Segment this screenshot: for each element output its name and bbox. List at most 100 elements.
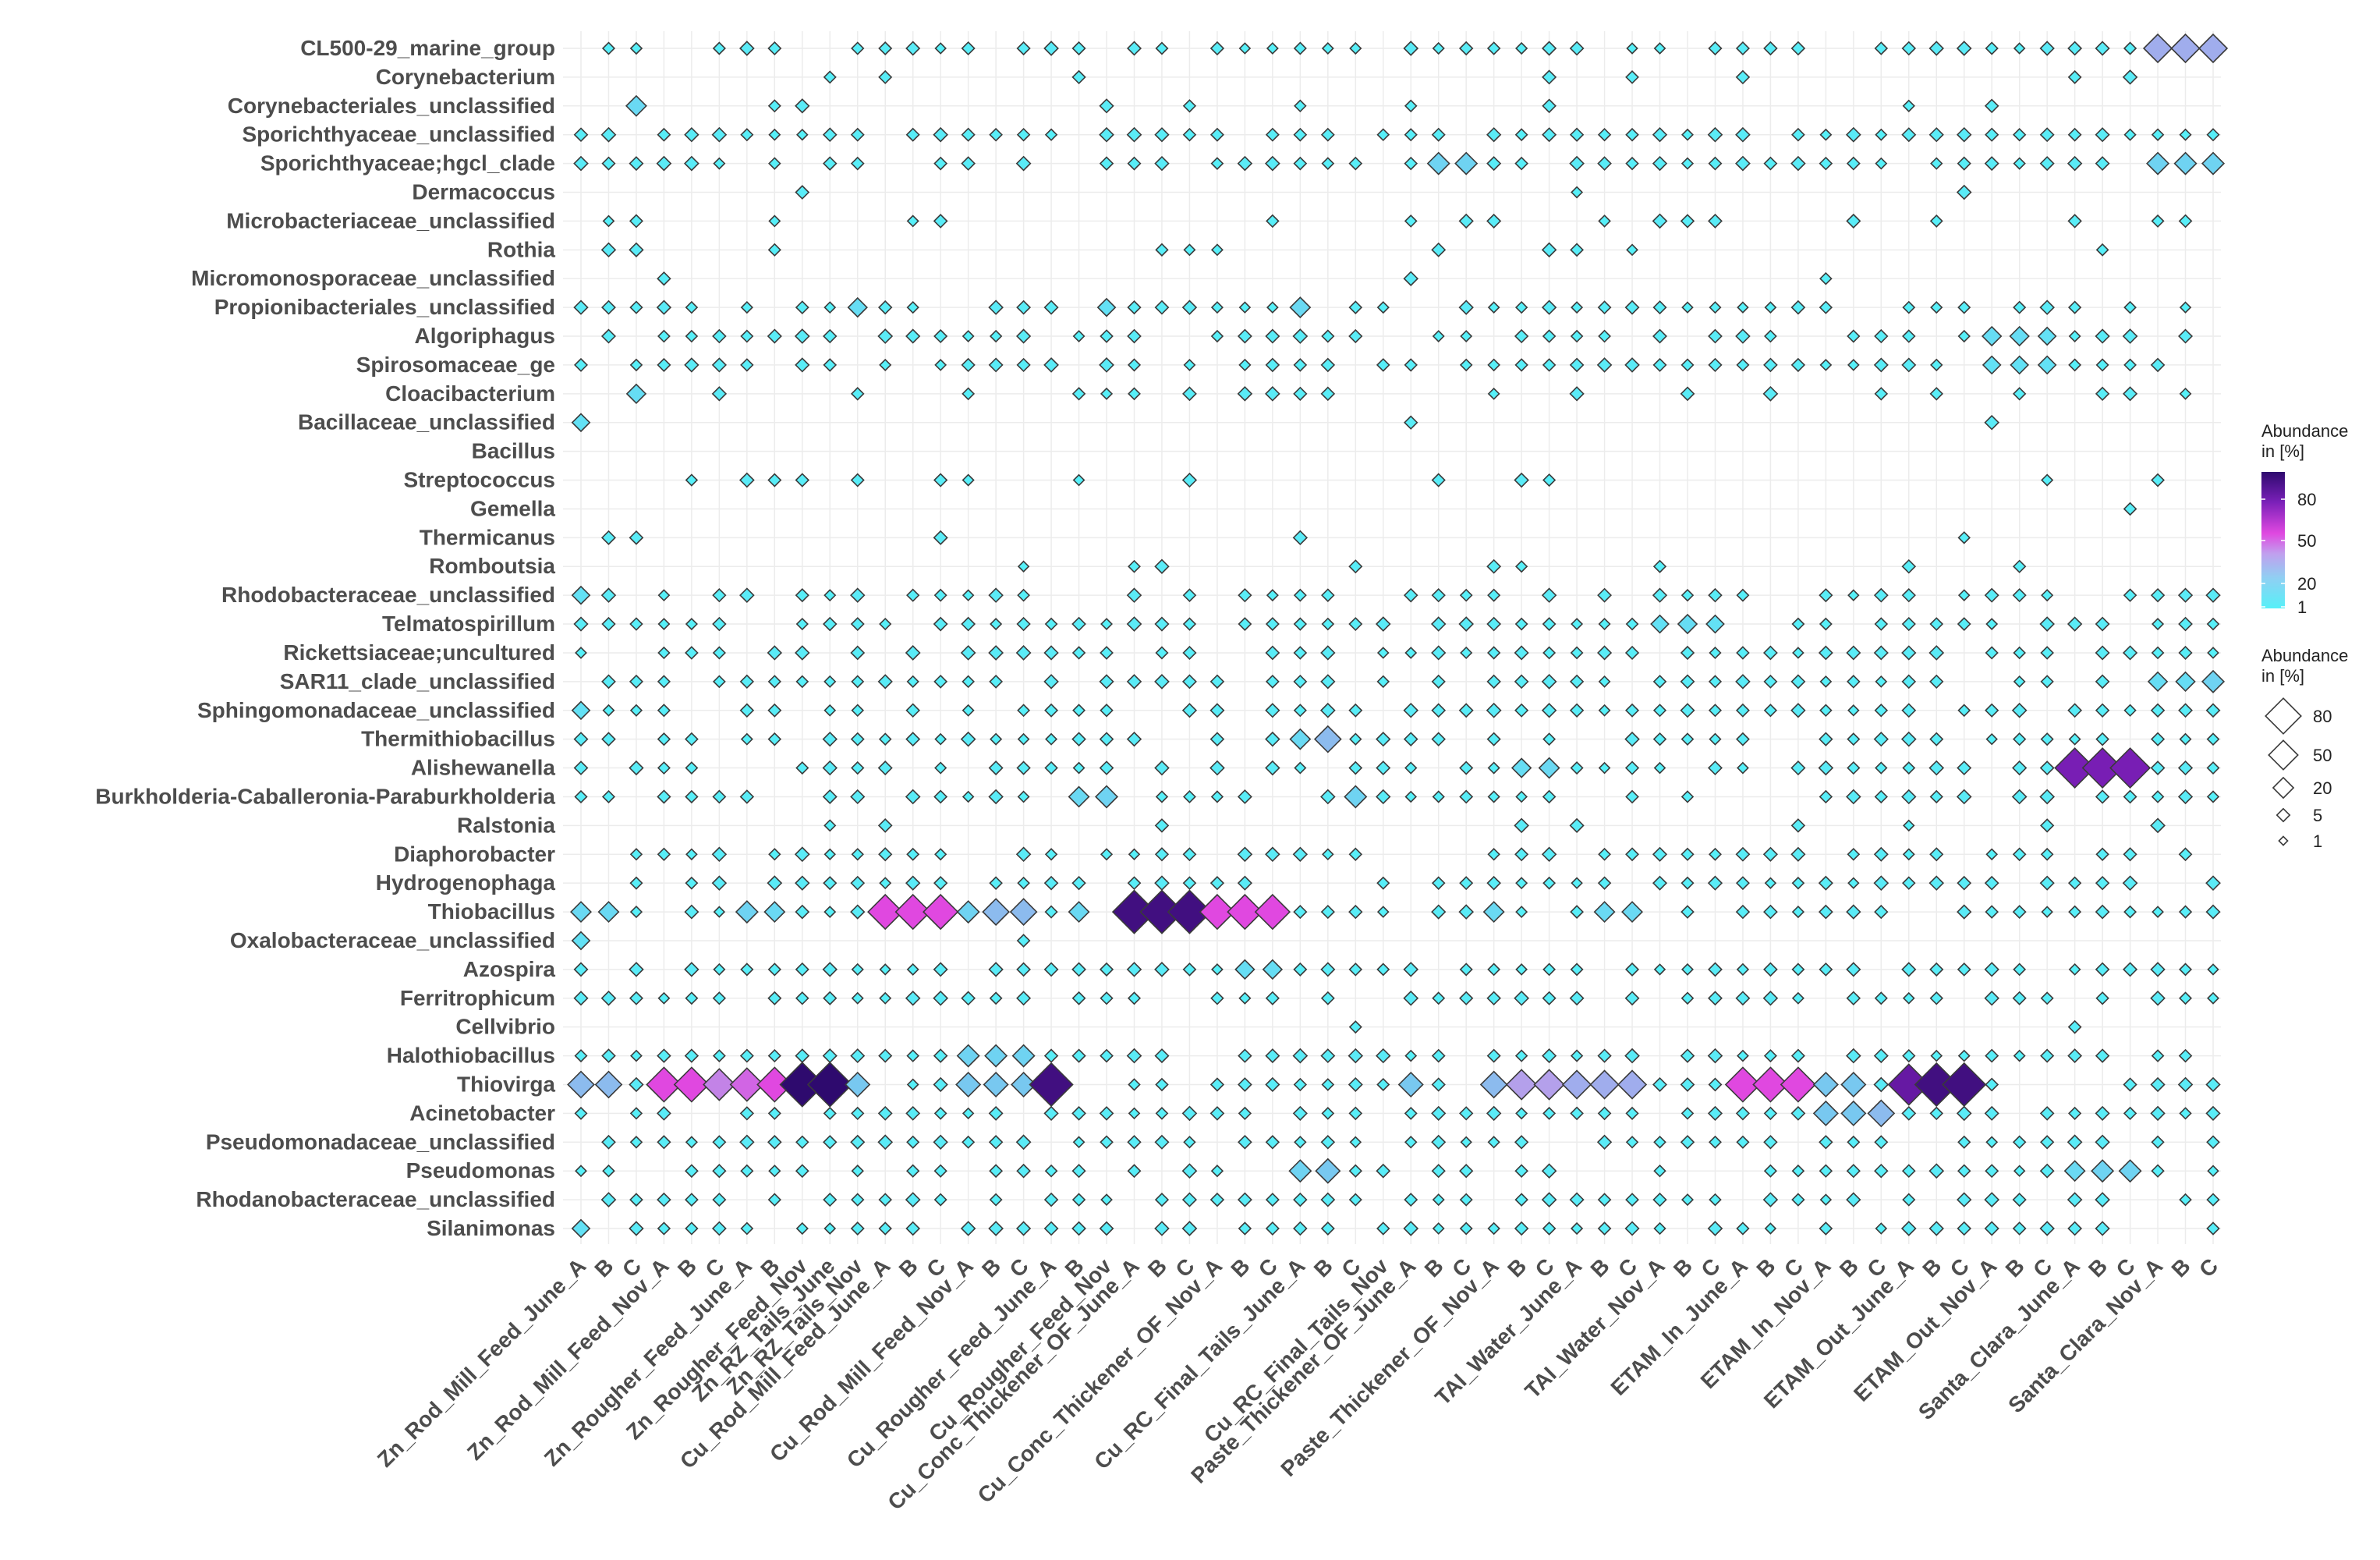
data-point <box>905 41 921 56</box>
data-point <box>795 991 809 1005</box>
data-point <box>2147 671 2169 693</box>
x-tick-label: B <box>977 1253 1005 1282</box>
data-point <box>1819 704 1833 718</box>
data-point <box>685 473 699 487</box>
data-point <box>1044 848 1058 861</box>
data-point <box>1265 991 1280 1005</box>
data-point <box>1846 962 1861 977</box>
data-point <box>1479 1070 1508 1099</box>
data-point <box>2150 732 2166 746</box>
data-point <box>2067 69 2082 84</box>
data-point <box>1791 1193 1805 1207</box>
data-point <box>571 585 591 605</box>
data-point <box>1570 761 1584 775</box>
data-point <box>933 876 948 891</box>
data-point <box>1431 904 1447 920</box>
size-legend-key <box>2268 739 2299 771</box>
data-point <box>1705 614 1725 634</box>
data-point <box>1486 41 1501 55</box>
data-point <box>1099 962 1114 977</box>
data-point <box>905 328 921 344</box>
data-point <box>1790 300 1806 315</box>
data-point <box>629 41 643 55</box>
data-point <box>1624 645 1640 661</box>
data-point <box>1735 674 1751 690</box>
data-point <box>2012 1193 2027 1207</box>
data-point <box>1790 846 1806 862</box>
color-legend-tick: 80 <box>2297 490 2316 509</box>
data-point <box>712 1049 726 1062</box>
data-point <box>1541 703 1557 718</box>
data-point <box>1708 41 1723 56</box>
data-point <box>629 617 643 631</box>
data-point <box>1016 300 1032 315</box>
data-point <box>982 898 1011 926</box>
data-point <box>1812 1071 1839 1098</box>
data-point <box>2067 1221 2083 1236</box>
data-point <box>1404 156 1418 171</box>
data-point <box>905 875 921 891</box>
data-point <box>1597 1193 1612 1207</box>
data-point <box>823 1106 837 1120</box>
data-point <box>1154 300 1170 315</box>
data-point <box>571 413 591 433</box>
data-point <box>794 846 810 863</box>
data-point <box>879 963 891 976</box>
data-point <box>1681 157 1695 170</box>
data-point <box>1569 155 1585 172</box>
y-tick-label: Silanimonas <box>427 1216 555 1240</box>
data-point <box>2178 1048 2193 1063</box>
data-point <box>1929 387 1943 401</box>
x-tick-label: Santa_Clara_June_A <box>1914 1253 2084 1424</box>
data-point <box>1570 1221 1584 1236</box>
data-marks <box>567 33 2229 1239</box>
data-point <box>2095 1105 2110 1121</box>
data-point <box>740 128 754 142</box>
data-point <box>1486 732 1501 746</box>
data-point <box>1431 242 1447 257</box>
data-point <box>571 1218 591 1239</box>
data-point <box>2206 761 2220 775</box>
data-point <box>1571 877 1583 889</box>
data-point <box>2095 1192 2110 1207</box>
data-point <box>685 617 698 631</box>
y-tick-label: Corynebacterium <box>376 65 555 89</box>
data-point <box>1043 962 1059 977</box>
data-point <box>629 358 643 372</box>
data-point <box>1957 300 1971 314</box>
data-point <box>739 587 755 603</box>
data-point <box>2123 502 2137 516</box>
data-point <box>1265 617 1280 632</box>
data-point <box>1593 901 1616 924</box>
data-point <box>867 893 904 931</box>
data-point <box>1847 589 1860 601</box>
size-legend-tick: 1 <box>2313 831 2322 851</box>
data-point <box>1819 1221 1833 1236</box>
data-point <box>1404 1106 1418 1120</box>
data-point <box>1957 1049 1971 1062</box>
data-point <box>823 358 838 372</box>
data-point <box>1874 1163 1889 1179</box>
data-point <box>2122 69 2138 85</box>
data-point <box>1348 847 1363 862</box>
data-point <box>1404 1049 1418 1062</box>
data-point <box>851 1164 864 1178</box>
data-point <box>673 1066 710 1103</box>
data-point <box>738 472 755 488</box>
data-point <box>1930 1049 1943 1062</box>
data-point <box>1154 875 1170 891</box>
data-point <box>2067 300 2082 314</box>
data-point <box>1819 271 1833 285</box>
y-tick-label: Halothiobacillus <box>387 1044 555 1068</box>
data-point <box>878 69 893 84</box>
data-point <box>1790 818 1806 833</box>
data-point <box>1542 732 1557 746</box>
data-point <box>1071 616 1086 632</box>
data-point <box>2146 151 2170 176</box>
data-point <box>2063 1160 2086 1182</box>
data-point <box>1708 675 1723 689</box>
data-point <box>905 703 920 718</box>
data-point <box>712 789 727 804</box>
x-tick-label: B <box>1751 1253 1780 1282</box>
data-point <box>2151 790 2165 803</box>
